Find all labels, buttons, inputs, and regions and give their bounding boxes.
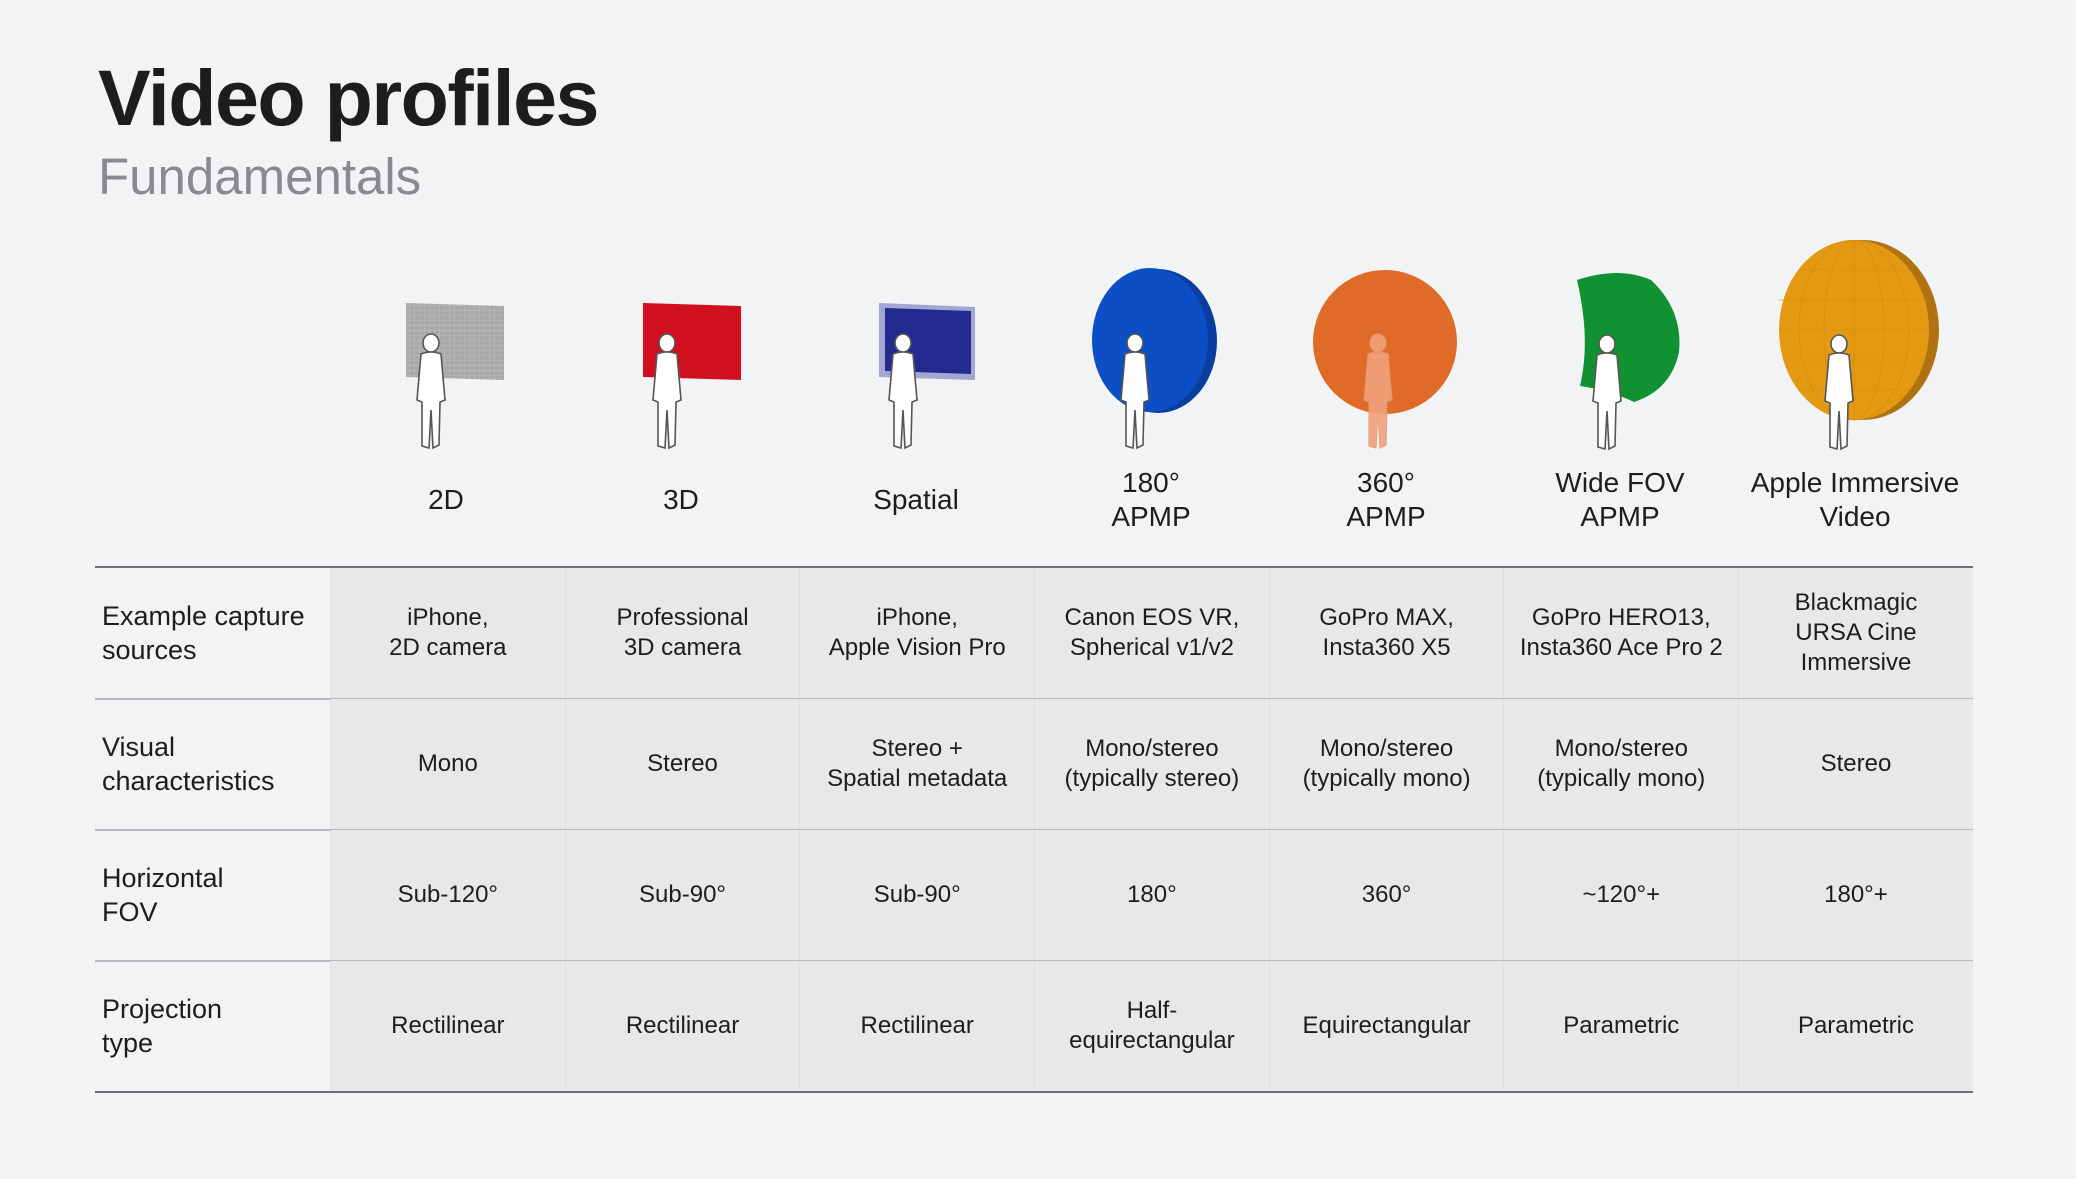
table-cell: 180° <box>1034 830 1269 960</box>
flat-gray-screen-icon <box>406 303 504 450</box>
table-cell: Equirectangular <box>1268 961 1504 1091</box>
table-cell: GoPro MAX, Insta360 X5 <box>1268 568 1504 698</box>
page-subtitle: Fundamentals <box>98 148 422 205</box>
row-header: Projection type <box>102 994 223 1058</box>
table-cell: Parametric <box>1503 961 1739 1091</box>
profile-label-spatial: Spatial <box>873 484 959 515</box>
flat-red-screen-icon <box>643 303 741 450</box>
table-cell: Mono/stereo (typically mono) <box>1503 699 1739 829</box>
profile-label-apple-immersive-video: Apple Immersive Video <box>1750 467 1960 532</box>
table-cell: Mono <box>330 699 565 829</box>
table-cell: Mono/stereo (typically stereo) <box>1034 699 1269 829</box>
row-header: Example capture sources <box>102 601 305 665</box>
table-cell: Sub-90° <box>799 830 1035 960</box>
table-cell: Professional 3D camera <box>564 568 800 698</box>
row-header: Horizontal FOV <box>102 863 224 927</box>
table-cell: iPhone, Apple Vision Pro <box>799 568 1035 698</box>
profile-label-wide-fov-apmp: Wide FOV APMP <box>1555 467 1685 532</box>
profile-illustration-wide-fov-apmp <box>1503 240 1737 460</box>
table-cell: Stereo <box>564 699 800 829</box>
table-cell: Sub-90° <box>564 830 800 960</box>
profile-label-360-apmp: 360° APMP <box>1346 467 1426 532</box>
table-cell: Rectilinear <box>799 961 1035 1091</box>
table-cell: Parametric <box>1738 961 1973 1091</box>
table-cell: Stereo <box>1738 699 1973 829</box>
table-cell: 360° <box>1268 830 1504 960</box>
profile-illustration-spatial <box>799 240 1033 460</box>
profile-illustration-apple-immersive-video <box>1738 240 1972 460</box>
table-cell: ~120°+ <box>1503 830 1739 960</box>
profile-illustration-360-apmp <box>1269 240 1503 460</box>
profile-label-2d: 2D <box>428 484 464 515</box>
table-cell: Canon EOS VR, Spherical v1/v2 <box>1034 568 1269 698</box>
profile-label-3d: 3D <box>663 484 699 515</box>
table-cell: GoPro HERO13, Insta360 Ace Pro 2 <box>1503 568 1739 698</box>
curved-green-screen-icon <box>1577 273 1680 451</box>
table-row-projection-type: Projection type Rectilinear Rectilinear … <box>95 961 1973 1091</box>
profile-illustration-2d <box>329 240 563 460</box>
profile-illustration-180-apmp <box>1034 240 1268 460</box>
table-row-visual-characteristics: Visual characteristics Mono Stereo Stere… <box>95 699 1973 829</box>
table-cell: Rectilinear <box>564 961 800 1091</box>
table-cell: Blackmagic URSA Cine Immersive <box>1738 568 1973 698</box>
table-bottom-rule <box>95 1091 1973 1093</box>
table-cell: Mono/stereo (typically mono) <box>1268 699 1504 829</box>
table-cell: Half- equirectangular <box>1034 961 1269 1091</box>
profile-illustration-3d <box>564 240 798 460</box>
profile-label-180-apmp: 180° APMP <box>1111 467 1191 532</box>
table-top-rule <box>95 566 1973 568</box>
table-row-horizontal-fov: Horizontal FOV Sub-120° Sub-90° Sub-90° … <box>95 830 1973 960</box>
table-cell: iPhone, 2D camera <box>330 568 565 698</box>
full-sphere-orange-icon <box>1313 270 1457 449</box>
table-cell: 180°+ <box>1738 830 1973 960</box>
table-cell: Rectilinear <box>330 961 565 1091</box>
row-header: Visual characteristics <box>102 732 275 796</box>
half-sphere-blue-icon <box>1092 268 1217 450</box>
page-title: Video profiles <box>98 53 599 142</box>
table-row-capture-sources: Example capture sources iPhone, 2D camer… <box>95 568 1973 698</box>
flat-blue-screen-icon <box>879 303 975 450</box>
dome-yellow-icon <box>1779 240 1939 451</box>
table-cell: Stereo + Spatial metadata <box>799 699 1035 829</box>
table-cell: Sub-120° <box>330 830 565 960</box>
